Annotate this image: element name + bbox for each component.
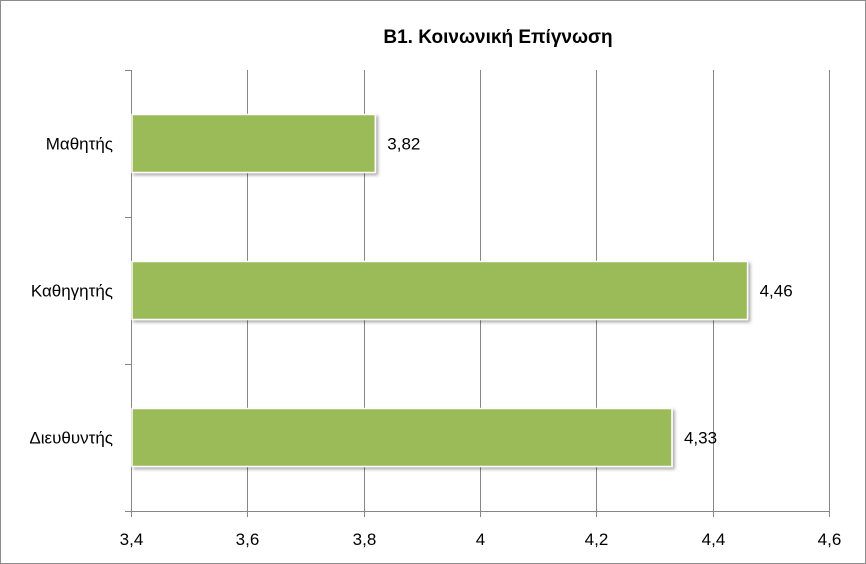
x-tick-label: 4,4 <box>702 530 726 549</box>
category-label: Μαθητής <box>46 135 113 154</box>
bar <box>131 260 749 321</box>
labels: 3,4 3,6 3,8 4 4,2 4,4 4,6 Μαθητής 3,82 Καθηγητής 4… <box>29 135 841 550</box>
x-tick-label: 3,6 <box>236 530 260 549</box>
data-label: 4,46 <box>760 282 793 301</box>
x-tick-label: 4,2 <box>585 530 609 549</box>
bar <box>131 407 673 468</box>
data-label: 3,82 <box>387 135 420 154</box>
data-label: 4,33 <box>684 429 717 448</box>
category-label: Διευθυντής <box>29 429 113 448</box>
x-tick-label: 4 <box>476 530 485 549</box>
bars <box>131 113 749 468</box>
x-tick-label: 3,8 <box>353 530 377 549</box>
bar <box>131 113 377 174</box>
chart-title: B1. Κοινωνική Επίγνωση <box>383 27 612 48</box>
x-tick-label: 3,4 <box>120 530 144 549</box>
category-label: Καθηγητής <box>31 282 113 301</box>
x-tick-label: 4,6 <box>818 530 842 549</box>
